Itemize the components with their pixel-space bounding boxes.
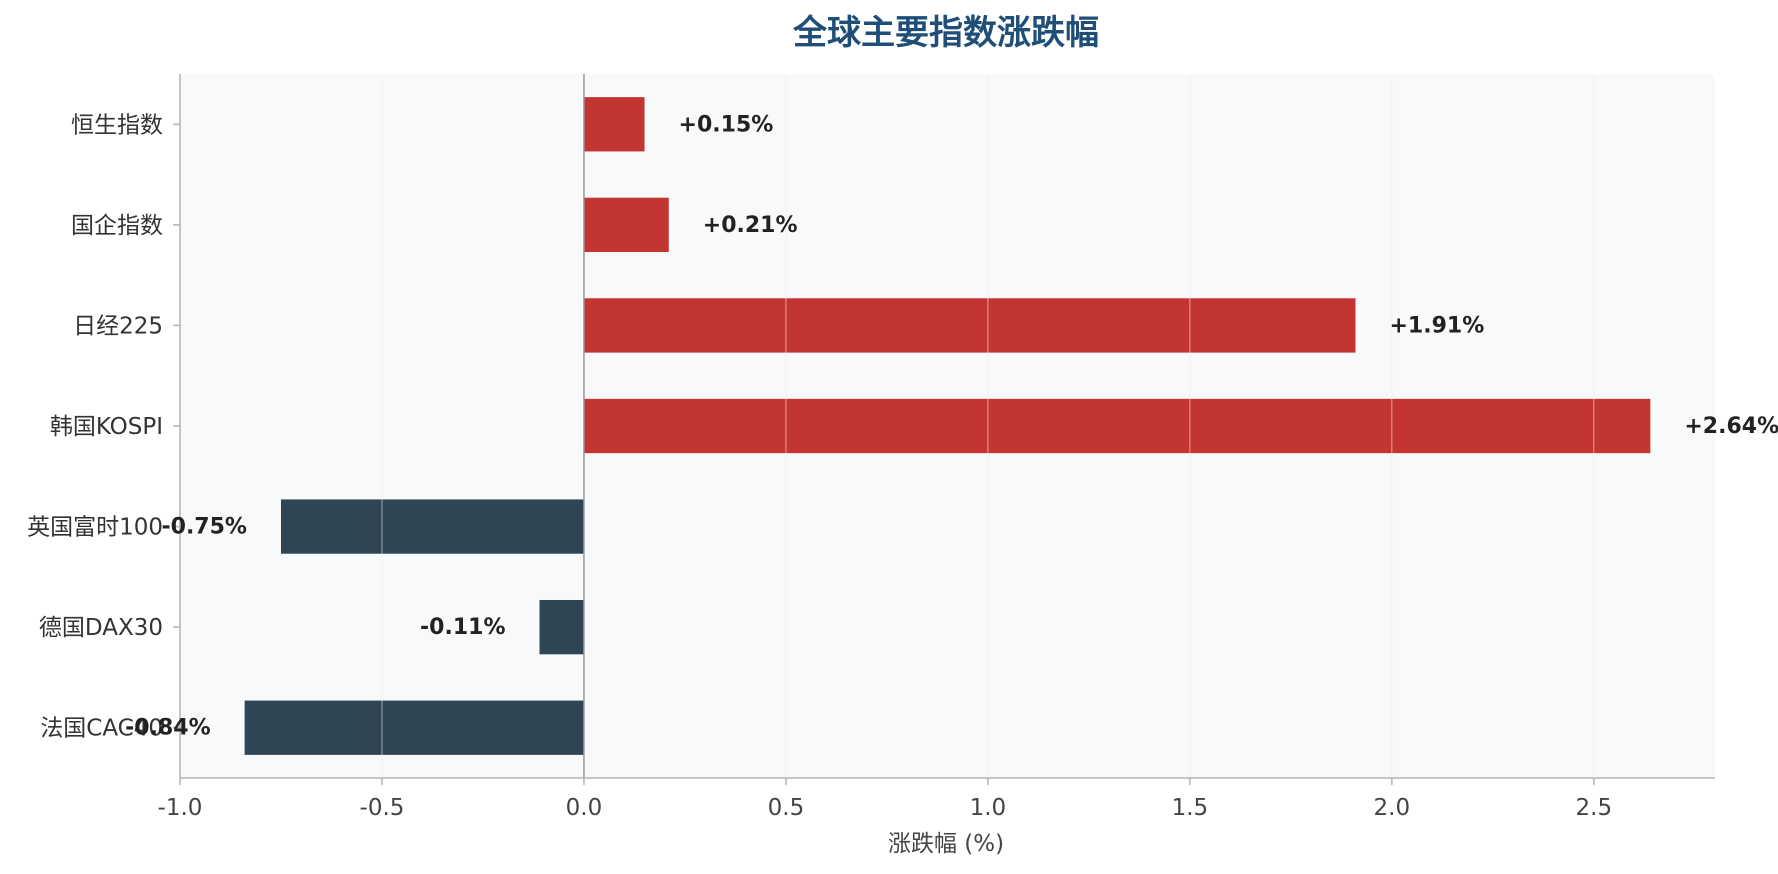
value-label: -0.75% (162, 515, 247, 540)
x-tick-label: 0.5 (768, 795, 805, 821)
x-axis-ticks: -1.0 -0.5 0.0 0.5 1.0 1.5 2.0 2.5 (158, 778, 1613, 821)
category-label: 德国DAX30 (39, 615, 163, 641)
category-label: 恒生指数 (71, 112, 163, 138)
category-label: 韩国KOSPI (50, 414, 163, 440)
bar (539, 599, 584, 655)
category-label: 法国CAC40 (40, 716, 163, 742)
x-tick-label: 2.5 (1576, 795, 1613, 821)
value-label: -0.84% (125, 716, 210, 741)
value-label: +0.15% (679, 112, 774, 137)
x-axis-title: 涨跌幅 (%) (888, 831, 1004, 857)
x-tick-label: -1.0 (158, 795, 203, 821)
value-label: -0.11% (420, 615, 505, 640)
bars (244, 97, 1651, 755)
x-tick-label: 1.5 (1172, 795, 1209, 821)
bar (583, 97, 645, 152)
value-label: +2.64% (1684, 414, 1778, 439)
x-tick-label: 0.0 (566, 795, 603, 821)
bar (583, 298, 1356, 353)
category-label: 国企指数 (71, 213, 163, 239)
bar (583, 197, 669, 253)
bar (280, 499, 584, 554)
category-label: 日经225 (73, 313, 163, 339)
bar (244, 700, 584, 755)
x-tick-label: -0.5 (360, 795, 405, 821)
bar (583, 398, 1651, 454)
category-label: 英国富时100 (27, 515, 163, 541)
chart-title: 全球主要指数涨跌幅 (792, 13, 1099, 53)
value-labels: +0.15% +0.21% +1.91% +2.64% -0.75% -0.11% -0.8… (125, 112, 1778, 740)
value-label: +0.21% (703, 213, 798, 238)
x-tick-label: 1.0 (970, 795, 1007, 821)
value-label: +1.91% (1389, 313, 1484, 338)
x-tick-label: 2.0 (1374, 795, 1411, 821)
